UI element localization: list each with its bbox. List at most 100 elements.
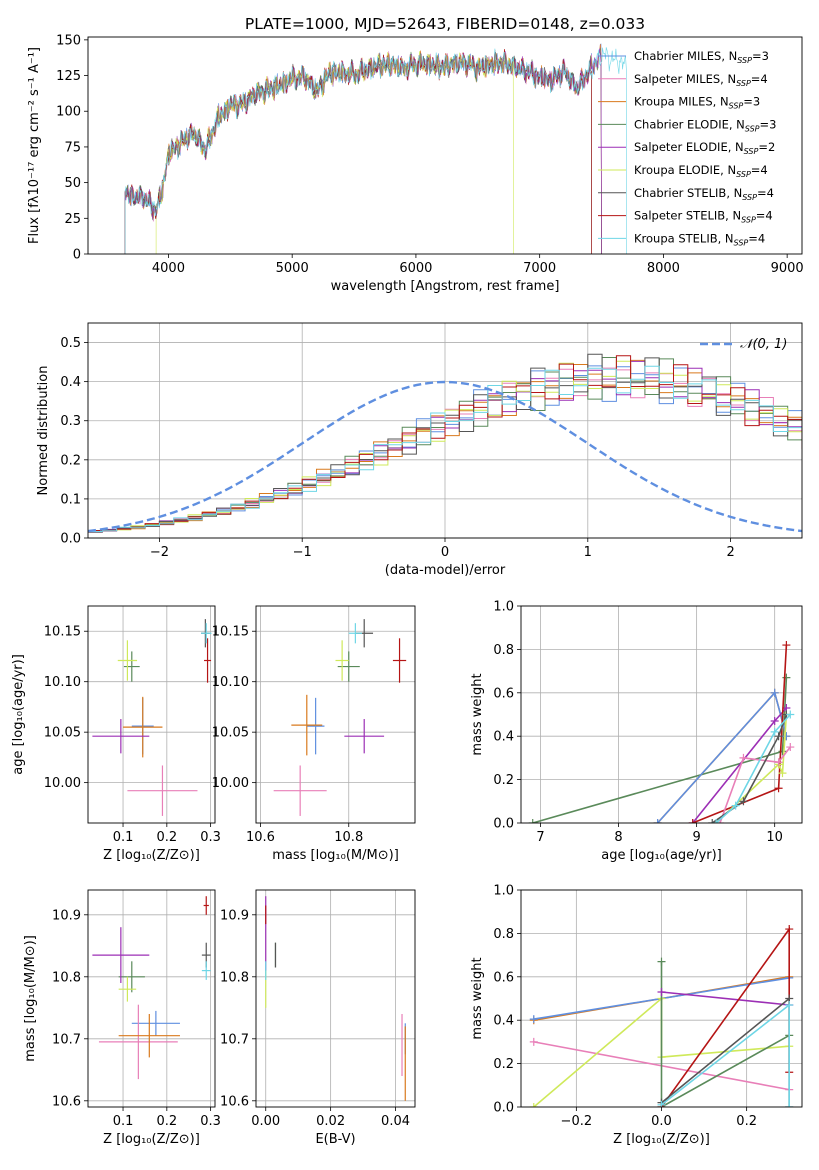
errorbar-point <box>131 1010 180 1036</box>
y-axis-label: mass weight <box>470 673 485 755</box>
y-tick-label: 125 <box>56 69 81 84</box>
errorbar-point <box>118 961 145 993</box>
legend-entry-label: Chabrier MILES, N <box>634 49 737 63</box>
x-tick-label: −2 <box>150 545 169 560</box>
weight-marker <box>529 1103 538 1107</box>
axes-frame <box>87 322 803 539</box>
legend-entry-sub: SSP <box>729 102 744 111</box>
legend-entry-sub: SSP <box>741 216 756 225</box>
x-axis-label: mass [log₁₀(M/M⊙)] <box>272 848 399 863</box>
panel-mass-vs-ebv: 0.00 0.02 0.04 10.6 10.7 10.8 10.9 E(B-V) <box>220 889 416 1147</box>
y-tick-label: 0.4 <box>493 1014 514 1029</box>
x-tick-label: 8 <box>614 830 622 845</box>
legend-entry-label: Kroupa MILES, N <box>634 95 729 109</box>
weight-marker <box>770 688 779 697</box>
y-axis-label: Flux [fλ10⁻¹⁷ erg cm⁻² s⁻¹ A⁻¹] <box>27 47 42 244</box>
legend-entry: Kroupa ELODIE, NSSP=4 <box>634 163 768 179</box>
x-tick-label: 1 <box>584 545 592 560</box>
errorbar-point <box>306 697 325 755</box>
legend-entry-sub: SSP <box>736 170 751 179</box>
y-tick-label: 75 <box>64 140 81 155</box>
weight-marker <box>653 819 662 823</box>
x-axis-label: Z [log₁₀(Z/Z⊙)] <box>103 848 200 863</box>
legend-entry: Chabrier ELODIE, NSSP=3 <box>634 117 776 133</box>
y-tick-label: 0.8 <box>493 927 514 942</box>
y-tick-label: 10.7 <box>52 1032 81 1047</box>
x-axis-label: age [log₁₀(age/yr)] <box>601 848 722 863</box>
x-tick-label: 0.1 <box>113 830 134 845</box>
x-tick-label: 0.3 <box>200 830 221 845</box>
y-tick-label: 1.0 <box>493 884 514 899</box>
weight-marker <box>770 717 779 726</box>
y-axis-label: mass weight <box>470 957 485 1039</box>
weight-line <box>715 713 791 823</box>
x-axis-label: Z [log₁₀(Z/Z⊙)] <box>613 1132 710 1147</box>
weight-marker <box>785 1103 794 1107</box>
y-tick-label: 0.5 <box>60 336 81 351</box>
weight-marker <box>774 784 783 793</box>
legend-entry: Chabrier STELIB, NSSP=4 <box>634 186 774 202</box>
weight-marker <box>774 732 783 741</box>
y-tick-label: 10.7 <box>220 1032 249 1047</box>
x-axis-label: E(B-V) <box>315 1132 355 1147</box>
plot-area <box>528 641 795 823</box>
y-tick-label: 10.05 <box>212 726 249 741</box>
histogram-step <box>88 365 802 532</box>
errorbar-point <box>348 623 362 644</box>
weight-marker <box>778 769 787 778</box>
legend-entry-tail: =4 <box>757 186 774 200</box>
panel-mass-vs-Z: 0.1 0.2 0.3 10.6 10.7 10.8 10.9 Z [log₁₀(Z/Z⊙)]… <box>23 889 221 1147</box>
panel-weight-vs-Z: −0.2 0.0 0.2 0.0 0.2 0.4 0.6 0.8 1.0 Z [log₁₀(Z/Z… <box>470 884 803 1147</box>
legend-entry-sub: SSP <box>737 56 752 65</box>
errorbar-point <box>98 1004 178 1080</box>
panel-weight-vs-age: 7 8 9 10 0.0 0.2 0.4 0.6 0.8 1.0 age [log₁₀(age/yr… <box>470 600 803 863</box>
weight-marker <box>529 1015 538 1024</box>
x-tick-label: 9000 <box>771 261 804 276</box>
legend-entry-sub: SSP <box>734 238 749 247</box>
errorbar-point <box>118 976 137 1002</box>
weight-line <box>692 645 788 823</box>
legend-entry-tail: =3 <box>760 117 777 131</box>
errorbar-point <box>127 765 198 816</box>
weight-marker <box>657 1100 666 1107</box>
plot-area <box>124 43 627 254</box>
y-tick-label: 0.3 <box>60 414 81 429</box>
y-tick-label: 10.10 <box>212 675 249 690</box>
axes-frame <box>520 889 803 1108</box>
y-tick-label: 0.2 <box>493 773 514 788</box>
legend-entry-label: Kroupa ELODIE, N <box>634 163 736 177</box>
y-tick-label: 10.9 <box>52 908 81 923</box>
weight-marker <box>782 673 791 682</box>
y-tick-label: 0.6 <box>493 970 514 985</box>
legend-entry-label: Chabrier ELODIE, N <box>634 117 745 131</box>
legend-entry-tail: =3 <box>752 49 769 63</box>
y-tick-label: 0.4 <box>493 730 514 745</box>
x-tick-label: 10.6 <box>246 830 275 845</box>
weight-marker <box>770 727 779 736</box>
spectrum-line <box>124 47 627 254</box>
legend-entry-label: Salpeter ELODIE, N <box>634 140 744 154</box>
x-axis-label: (data-model)/error <box>385 563 506 578</box>
legend-entry: Chabrier MILES, NSSP=3 <box>634 49 769 65</box>
plot-area <box>88 353 802 533</box>
weight-marker <box>731 801 740 810</box>
x-tick-label: −0.2 <box>561 1114 593 1129</box>
y-tick-label: 10.6 <box>220 1094 249 1109</box>
y-tick-label: 100 <box>56 105 81 120</box>
legend-entry-label: Salpeter STELIB, N <box>634 209 741 223</box>
legend-entry-tail: =3 <box>743 95 760 109</box>
legend-entry: Kroupa MILES, NSSP=3 <box>634 95 760 111</box>
x-tick-label: 0.2 <box>156 1114 177 1129</box>
x-tick-label: 10 <box>766 830 783 845</box>
spectrum-line <box>124 48 602 254</box>
x-tick-label: 0.0 <box>651 1114 672 1129</box>
legend-entry-label: Kroupa STELIB, N <box>634 231 734 245</box>
legend-entry: Salpeter MILES, NSSP=4 <box>634 72 768 88</box>
y-tick-label: 10.9 <box>220 908 249 923</box>
plot-area <box>92 619 212 816</box>
legend-entry: Salpeter STELIB, NSSP=4 <box>634 209 773 225</box>
spectrum-line <box>124 48 592 254</box>
weight-marker <box>688 819 697 823</box>
weight-line <box>660 961 790 1107</box>
